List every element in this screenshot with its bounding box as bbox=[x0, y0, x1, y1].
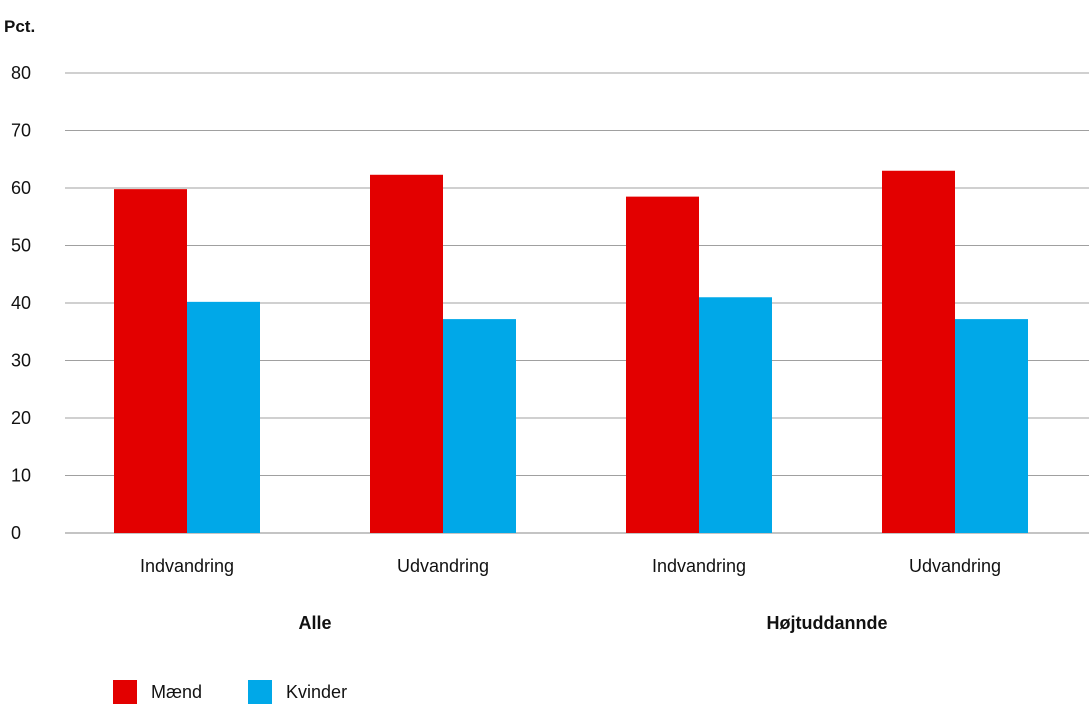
legend-label-maend: Mænd bbox=[151, 681, 203, 702]
y-tick-label: 60 bbox=[11, 178, 31, 198]
category-label: Udvandring bbox=[397, 556, 489, 576]
group-labels: Alle Højtuddannde bbox=[298, 613, 887, 633]
bar-chart: Pct. 0 10 20 30 40 50 60 70 80 Indvandring Udvand… bbox=[4, 17, 1089, 633]
y-tick-label: 20 bbox=[11, 408, 31, 428]
bar-kvinder-0 bbox=[187, 301, 260, 533]
group-label: Højtuddannde bbox=[767, 613, 888, 633]
bar-maend-1 bbox=[370, 174, 443, 533]
category-label: Indvandring bbox=[140, 556, 234, 576]
bar-maend-3 bbox=[882, 170, 955, 533]
legend: Mænd Kvinder bbox=[113, 680, 393, 704]
bar-kvinder-2 bbox=[699, 297, 772, 533]
y-tick-label: 80 bbox=[11, 63, 31, 83]
legend-item-kvinder: Kvinder bbox=[248, 680, 347, 704]
bar-maend-0 bbox=[114, 189, 187, 533]
y-tick-labels: 0 10 20 30 40 50 60 70 80 bbox=[11, 63, 31, 543]
y-tick-label: 10 bbox=[11, 466, 31, 486]
y-tick-label: 30 bbox=[11, 351, 31, 371]
bar-kvinder-1 bbox=[443, 319, 516, 533]
legend-swatch-kvinder bbox=[248, 680, 273, 704]
bar-maend-2 bbox=[626, 196, 699, 533]
y-axis-label: Pct. bbox=[4, 17, 35, 36]
category-label: Indvandring bbox=[652, 556, 746, 576]
y-tick-label: 0 bbox=[11, 523, 21, 543]
bars bbox=[114, 170, 1028, 533]
legend-item-maend: Mænd bbox=[113, 680, 202, 704]
group-label: Alle bbox=[298, 613, 331, 633]
category-label: Udvandring bbox=[909, 556, 1001, 576]
category-labels: Indvandring Udvandring Indvandring Udvandri… bbox=[140, 556, 1001, 576]
y-tick-label: 50 bbox=[11, 236, 31, 256]
y-tick-label: 40 bbox=[11, 293, 31, 313]
legend-label-kvinder: Kvinder bbox=[286, 681, 348, 702]
bar-kvinder-3 bbox=[955, 319, 1028, 533]
legend-swatch-maend bbox=[113, 680, 137, 704]
y-tick-label: 70 bbox=[11, 121, 31, 141]
